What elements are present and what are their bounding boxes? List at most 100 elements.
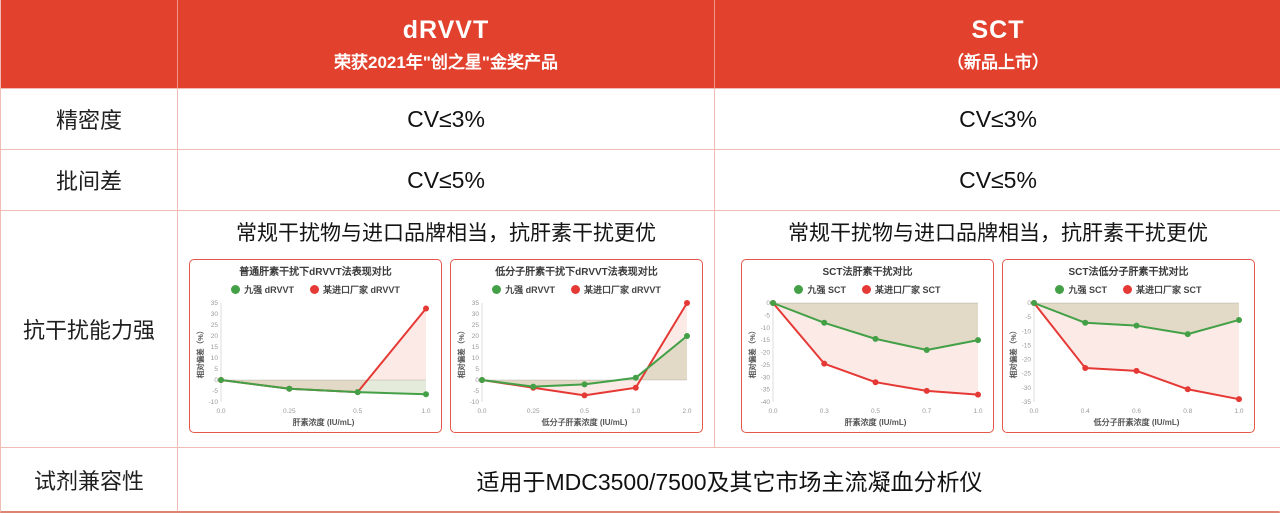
svg-text:-10: -10 [1021,328,1031,335]
row-label-interference: 抗干扰能力强 [1,210,177,447]
legend-item: 某进口厂家 SCT [862,283,941,296]
chart-canvas: 35 30 25 20 15 10 5 0 -5 -10 0.0 0.25 0.5 1.0 2.0 低分子肝素… [456,300,691,427]
chart-plot: 35 30 25 20 15 10 5 0 -5 -10 0.0 0.25 0.5 1.0 肝素浓度 (IU… [195,298,436,428]
svg-text:1.0: 1.0 [1234,408,1243,415]
chart-legend: 九强 dRVVT 某进口厂家 dRVVT [492,281,661,298]
interference-label: 抗干扰能力强 [22,318,155,343]
svg-text:5: 5 [475,366,479,373]
svg-text:10: 10 [471,355,479,362]
svg-text:25: 25 [210,322,218,329]
svg-text:25: 25 [471,322,479,329]
legend-item: 九强 dRVVT [231,283,294,296]
legend-item: 某进口厂家 dRVVT [310,283,400,296]
legend-item: 某进口厂家 dRVVT [571,283,661,296]
legend-item: 某进口厂家 SCT [1123,283,1202,296]
legend-item: 九强 dRVVT [492,283,555,296]
row-label-precision: 精密度 [1,88,177,149]
svg-text:2.0: 2.0 [682,408,691,415]
chart-panel-lmwh-sct: SCT法低分子肝素干扰对比 九强 SCT 某进口厂家 SCT 0 -5 -10 -15 -… [1002,259,1255,433]
legend-label: 九强 dRVVT [244,285,294,295]
header-sct-subtitle: （新品上市） [947,52,1049,72]
svg-text:-30: -30 [1021,385,1031,392]
interference-drvvt-cell: 常规干扰物与进口品牌相当，抗肝素干扰更优 普通肝素干扰下dRVVT法表现对比 九… [177,210,714,447]
chart-title: SCT法低分子肝素干扰对比 [1068,267,1189,278]
svg-text:-40: -40 [760,399,770,406]
svg-text:5: 5 [214,366,218,373]
svg-text:0.8: 0.8 [1183,408,1192,415]
svg-text:0.5: 0.5 [353,408,362,415]
svg-text:-25: -25 [1021,371,1031,378]
svg-text:0.0: 0.0 [477,408,486,415]
legend-label: 九强 SCT [1068,285,1107,295]
svg-text:-35: -35 [760,387,770,394]
svg-text:肝素浓度 (IU/mL): 肝素浓度 (IU/mL) [292,417,354,427]
sct-charts-row: SCT法肝素干扰对比 九强 SCT 某进口厂家 SCT 0 -5 -10 -15 -20 -… [741,259,1255,433]
chart-legend: 九强 dRVVT 某进口厂家 dRVVT [231,281,400,298]
svg-text:15: 15 [471,344,479,351]
chart-panel-lmwh-drvvt: 低分子肝素干扰下dRVVT法表现对比 九强 dRVVT 某进口厂家 dRVVT 3… [450,259,703,433]
svg-text:0: 0 [214,377,218,384]
compatibility-value-cell: 适用于MDC3500/7500及其它市场主流凝血分析仪 [177,447,1280,511]
svg-text:低分子肝素浓度 (IU/mL): 低分子肝素浓度 (IU/mL) [540,417,627,427]
svg-text:20: 20 [471,333,479,340]
svg-text:-20: -20 [760,350,770,357]
interference-sct-cell: 常规干扰物与进口品牌相当，抗肝素干扰更优 SCT法肝素干扰对比 九强 SCT 某进… [714,210,1280,447]
chart-canvas: 35 30 25 20 15 10 5 0 -5 -10 0.0 0.25 0.5 1.0 肝素浓度 (IU… [195,300,431,427]
legend-item: 九强 SCT [794,283,846,296]
chart-panel-heparin-sct: SCT法肝素干扰对比 九强 SCT 某进口厂家 SCT 0 -5 -10 -15 -20 -… [741,259,994,433]
chart-canvas: 0 -5 -10 -15 -20 -25 -30 -35 -40 0.0 0.3 0.5 0.7 1.0 肝… [747,300,982,427]
svg-text:-30: -30 [760,374,770,381]
svg-text:15: 15 [210,344,218,351]
svg-text:-10: -10 [208,399,218,406]
svg-text:-10: -10 [760,325,770,332]
svg-text:20: 20 [210,333,218,340]
svg-text:35: 35 [210,300,218,307]
legend-dot-icon [492,285,502,294]
legend-label: 某进口厂家 dRVVT [584,285,661,295]
svg-text:相对偏差（%）: 相对偏差（%） [196,327,205,379]
legend-label: 某进口厂家 SCT [875,285,941,295]
legend-label: 九强 SCT [807,285,846,295]
legend-dot-icon [1055,285,1065,294]
legend-dot-icon [1123,285,1132,294]
svg-text:相对偏差（%）: 相对偏差（%） [1009,327,1018,379]
precision-drvvt-cell: CV≤3% [177,88,714,149]
legend-dot-icon [310,285,319,294]
svg-text:-5: -5 [1025,314,1031,321]
svg-text:1.0: 1.0 [631,408,640,415]
svg-text:-5: -5 [212,388,218,395]
legend-dot-icon [862,285,871,294]
interference-drvvt-note: 常规干扰物与进口品牌相当，抗肝素干扰更优 [236,222,656,245]
svg-text:-10: -10 [469,399,479,406]
svg-text:0: 0 [475,377,479,384]
svg-text:0.5: 0.5 [579,408,588,415]
svg-text:0: 0 [1027,300,1031,307]
legend-dot-icon [571,285,580,294]
svg-text:0: 0 [766,300,770,307]
row-label-compatibility: 试剂兼容性 [1,447,177,511]
legend-label: 某进口厂家 SCT [1136,285,1202,295]
chart-title: 普通肝素干扰下dRVVT法表现对比 [239,267,392,278]
legend-item: 九强 SCT [1055,283,1107,296]
precision-sct-cell: CV≤3% [714,88,1280,149]
svg-text:0.3: 0.3 [819,408,828,415]
chart-panel-heparin-drvvt: 普通肝素干扰下dRVVT法表现对比 九强 dRVVT 某进口厂家 dRVVT 35… [189,259,442,433]
precision-label: 精密度 [55,108,122,133]
batch-label: 批间差 [55,169,122,194]
batch-drvvt-value: CV≤5% [407,166,485,193]
compatibility-value: 适用于MDC3500/7500及其它市场主流凝血分析仪 [476,468,983,495]
svg-text:-20: -20 [1021,357,1031,364]
svg-text:相对偏差（%）: 相对偏差（%） [457,327,466,379]
legend-label: 九强 dRVVT [505,285,555,295]
svg-text:-15: -15 [1021,342,1031,349]
svg-text:1.0: 1.0 [973,408,982,415]
row-label-batch: 批间差 [1,149,177,210]
svg-text:1.0: 1.0 [421,408,430,415]
chart-plot: 0 -5 -10 -15 -20 -25 -30 -35 -40 0.0 0.3 0.5 0.7 1.0 肝… [747,298,988,428]
svg-text:肝素浓度 (IU/mL): 肝素浓度 (IU/mL) [844,417,906,427]
header-drvvt: dRVVT 荣获2021年"创之星"金奖产品 [177,0,714,88]
svg-text:相对偏差（%）: 相对偏差（%） [748,327,757,379]
svg-text:-5: -5 [764,312,770,319]
svg-text:30: 30 [471,311,479,318]
